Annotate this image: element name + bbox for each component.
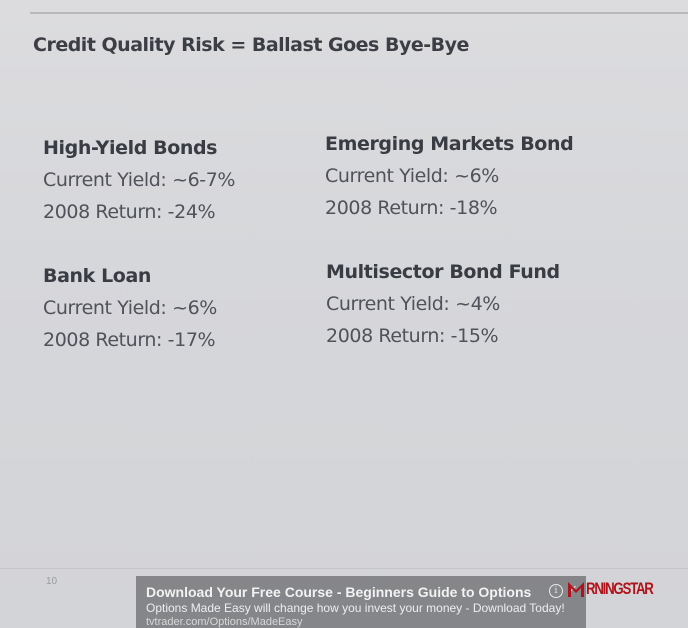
block-heading: Emerging Markets Bond <box>325 133 574 155</box>
current-yield: Current Yield: ~4% <box>326 293 500 315</box>
ad-banner[interactable]: Download Your Free Course - Beginners Gu… <box>136 576 586 628</box>
current-yield: Current Yield: ~6% <box>325 165 499 187</box>
block-heading: High-Yield Bonds <box>43 137 218 159</box>
return-2008: 2008 Return: -15% <box>326 325 499 347</box>
ad-title[interactable]: Download Your Free Course - Beginners Gu… <box>146 584 532 600</box>
current-yield: Current Yield: ~6% <box>43 297 217 319</box>
ad-description[interactable]: Options Made Easy will change how you in… <box>146 601 565 615</box>
bottom-divider <box>0 568 688 569</box>
block-emerging-markets-bond: Emerging Markets Bond Current Yield: ~6%… <box>325 128 574 224</box>
info-icon[interactable]: i <box>549 584 563 598</box>
logo-text: RNINGSTAR <box>586 579 654 598</box>
block-heading: Multisector Bond Fund <box>326 261 560 283</box>
ad-url[interactable]: tvtrader.com/Options/MadeEasy <box>146 616 303 628</box>
return-2008: 2008 Return: -17% <box>43 329 216 351</box>
logo-mark-icon <box>566 579 586 599</box>
current-yield: Current Yield: ~6-7% <box>43 169 236 191</box>
return-2008: 2008 Return: -24% <box>43 201 216 223</box>
top-divider <box>30 12 688 14</box>
slide-title: Credit Quality Risk = Ballast Goes Bye-B… <box>33 34 469 56</box>
morningstar-logo: RNINGSTAR <box>566 578 671 600</box>
block-multisector-bond-fund: Multisector Bond Fund Current Yield: ~4%… <box>326 256 560 352</box>
block-heading: Bank Loan <box>43 265 151 287</box>
block-high-yield-bonds: High-Yield Bonds Current Yield: ~6-7% 20… <box>43 132 235 228</box>
block-bank-loan: Bank Loan Current Yield: ~6% 2008 Return… <box>43 260 217 356</box>
page-number: 10 <box>46 576 58 587</box>
return-2008: 2008 Return: -18% <box>325 197 498 219</box>
